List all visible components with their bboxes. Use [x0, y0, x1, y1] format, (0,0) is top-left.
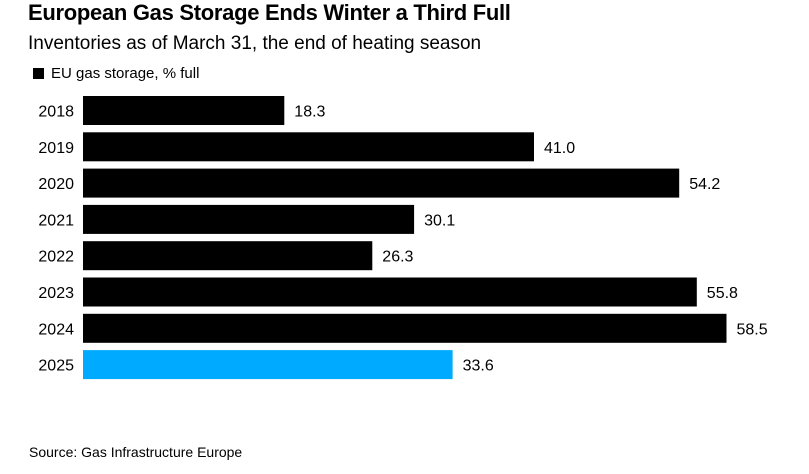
value-label-2019: 41.0: [544, 140, 575, 157]
tick-label-2023: 2023: [38, 285, 74, 302]
bar-2021: [83, 204, 415, 234]
legend: EU gas storage, % full: [33, 65, 199, 82]
legend-swatch: [33, 68, 44, 79]
value-label-2024: 58.5: [737, 321, 768, 338]
bar-2020: [83, 168, 680, 198]
tick-label-2018: 2018: [38, 104, 74, 121]
chart-subtitle: Inventories as of March 31, the end of h…: [28, 33, 482, 54]
value-label-2020: 54.2: [689, 176, 720, 193]
value-label-2023: 55.8: [707, 285, 738, 302]
legend-label: EU gas storage, % full: [51, 65, 200, 82]
source-note: Source: Gas Infrastructure Europe: [29, 444, 243, 460]
value-label-2021: 30.1: [424, 212, 455, 229]
chart-title: European Gas Storage Ends Winter a Third…: [28, 0, 511, 25]
tick-label-2021: 2021: [38, 212, 74, 229]
tick-label-2022: 2022: [38, 249, 74, 266]
tick-label-2019: 2019: [38, 140, 74, 157]
tick-label-2025: 2025: [38, 358, 74, 375]
bar-2023: [83, 277, 697, 307]
value-label-2025: 33.6: [463, 358, 494, 375]
tick-label-2024: 2024: [38, 321, 74, 338]
value-label-2022: 26.3: [382, 249, 413, 266]
bar-2022: [83, 241, 373, 271]
bar-2019: [83, 132, 534, 162]
bar-2025: [83, 350, 453, 380]
tick-label-2020: 2020: [38, 176, 74, 193]
value-label-2018: 18.3: [294, 104, 325, 121]
bar-2024: [83, 313, 727, 343]
bar-2018: [83, 96, 285, 125]
